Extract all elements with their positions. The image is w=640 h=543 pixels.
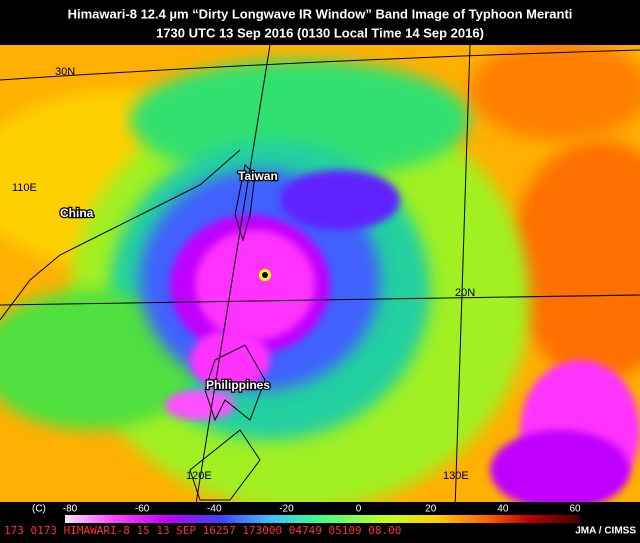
credit: JMA / CIMSS [575, 526, 636, 537]
colorbar [65, 515, 580, 523]
colorbar-tick-label: -20 [279, 504, 294, 515]
lat-label: 30N [55, 66, 75, 78]
coastlines [0, 149, 266, 501]
data-line: 173 0173 HIMAWARI-8 15 13 SEP 16257 1730… [4, 524, 401, 537]
colorbar-tick-label: -60 [135, 504, 150, 515]
title: Himawari-8 12.4 µm “Dirty Longwave IR Wi… [68, 6, 573, 21]
place-label: Taiwan [238, 169, 278, 183]
cloud-field [0, 40, 640, 510]
colorbar-tick-label: 20 [425, 504, 437, 515]
place-label: China [60, 206, 94, 220]
colorbar-tick-label: -80 [63, 504, 78, 515]
colorbar-tick-label: 0 [356, 504, 362, 515]
lat-label: 20N [455, 287, 475, 299]
colorbar-unit: (C) [32, 504, 46, 515]
colorbar-tick-label: -40 [207, 504, 222, 515]
subtitle: 1730 UTC 13 Sep 2016 (0130 Local Time 14… [156, 25, 484, 40]
place-label: Philippines [206, 378, 270, 392]
colorbar-tick-label: 60 [569, 504, 581, 515]
header-bar [0, 0, 640, 45]
lon-label: 120E [186, 470, 212, 482]
colorbar-ticks: -80 -60 -40 -20 0 20 40 60 [63, 504, 581, 515]
lon-label: 130E [443, 470, 469, 482]
graticule [0, 44, 640, 511]
lon-label: 110E [12, 182, 37, 194]
colorbar-tick-label: 40 [497, 504, 509, 515]
